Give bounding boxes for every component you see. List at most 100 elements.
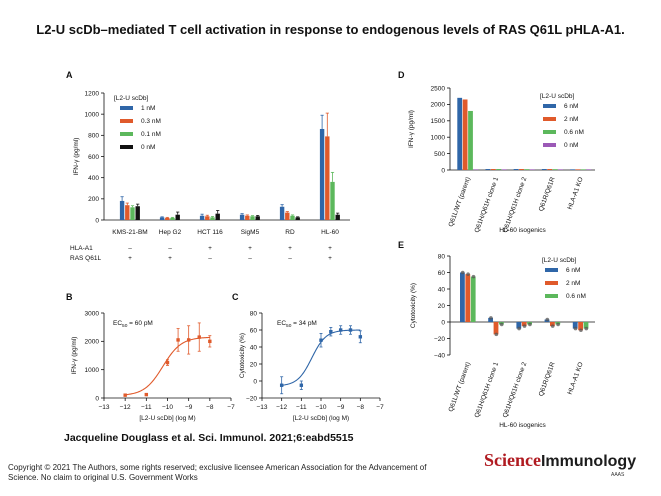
e-bar (572, 322, 578, 329)
d-x-axis-label: HL-60 isogenics (499, 227, 546, 234)
d-bar (501, 169, 507, 170)
a-bar (119, 200, 125, 220)
e-category-label: HLA-A1 KO (567, 361, 585, 395)
logo-main: Science (484, 450, 541, 470)
a-bar (279, 206, 285, 220)
a-bar (130, 207, 135, 220)
a-bar (170, 217, 175, 220)
d-bar (575, 169, 581, 170)
c-data-point (329, 330, 333, 334)
d-legend-swatch (543, 117, 556, 121)
e-bar (583, 322, 589, 329)
e-bar (516, 322, 522, 329)
b-y-tick-label: 3000 (85, 310, 100, 317)
d-bar (485, 169, 491, 170)
c-y-axis-label: Cytotoxicity (%) (239, 333, 246, 378)
e-replicate-dot (528, 322, 532, 327)
e-replicate-dot (499, 322, 504, 327)
a-category-label: Hep G2 (159, 229, 182, 236)
a-category-label: SigM5 (241, 229, 260, 236)
d-y-tick-label: 0 (441, 167, 445, 174)
a-legend-swatch (120, 132, 133, 136)
a-legend-title: [L2-U scDb] (114, 95, 149, 102)
e-y-tick-label: 80 (438, 253, 446, 260)
e-legend-swatch (545, 281, 558, 285)
d-bar (570, 169, 575, 170)
panel-letter-a: A (66, 70, 73, 80)
a-y-tick-label: 200 (88, 196, 99, 203)
logo-sub: Immunology (540, 453, 637, 470)
b-data-point (176, 338, 180, 342)
a-bar (335, 214, 340, 220)
a-row-label-ras-q61l: RAS Q61L (70, 255, 101, 262)
c-x-tick-label: −12 (276, 404, 287, 411)
a-ras-q61l-sign: – (288, 255, 292, 262)
a-bar (215, 213, 220, 220)
panel-letter-d: D (398, 70, 405, 80)
e-y-tick-label: −40 (434, 352, 445, 359)
a-hla-a1-sign: + (248, 245, 252, 252)
d-y-tick-label: 2000 (431, 102, 446, 109)
d-bar (552, 169, 558, 170)
a-legend-swatch (120, 119, 133, 123)
d-bar (468, 110, 473, 170)
a-bar (319, 128, 325, 220)
a-bar (245, 215, 250, 220)
a-bar (175, 214, 180, 220)
c-data-point (279, 383, 284, 387)
d-legend-label: 2 nM (564, 116, 578, 123)
b-data-point (208, 339, 212, 344)
b-x-tick-label: −8 (206, 404, 214, 411)
c-data-point (348, 328, 353, 332)
c-y-tick-label: 0 (253, 378, 257, 385)
b-x-tick-label: −12 (120, 404, 131, 411)
e-replicate-dot (460, 270, 465, 275)
a-legend-swatch (120, 145, 133, 149)
a-hla-a1-sign: + (328, 245, 332, 252)
e-y-tick-label: 0 (441, 319, 445, 326)
e-replicate-dot (466, 272, 470, 276)
journal-logo: ScienceImmunology (484, 450, 636, 471)
a-category-label: RD (285, 229, 295, 236)
b-x-tick-label: −11 (141, 404, 152, 411)
panel-letter-c: C (232, 292, 239, 302)
citation: Jacqueline Douglass et al. Sci. Immunol.… (64, 432, 354, 444)
d-bar (490, 169, 496, 170)
d-bar (529, 169, 535, 170)
d-bar (541, 169, 547, 170)
e-category-label: Q61H/Q61H clone 2 (502, 361, 529, 419)
e-bar (465, 274, 471, 322)
d-y-tick-label: 2500 (431, 85, 446, 92)
e-replicate-dot (584, 326, 589, 331)
d-bar (524, 169, 530, 170)
d-category-label: HLA-A1 KO (567, 176, 585, 210)
a-bar (125, 205, 130, 220)
d-category-label: Q61L/WT (parent) (448, 176, 472, 228)
a-ras-q61l-sign: – (208, 255, 212, 262)
e-category-label: Q61H/Q61H clone 1 (474, 361, 501, 419)
e-legend-label: 2 nM (566, 280, 580, 287)
b-data-point (123, 393, 127, 397)
e-legend-swatch (545, 294, 558, 298)
b-data-point (186, 338, 191, 342)
a-legend-label: 1 nM (141, 105, 155, 112)
e-legend-label: 0.6 nM (566, 293, 586, 300)
e-x-axis-label: HL-60 isogenics (499, 422, 546, 429)
e-replicate-dot (573, 326, 578, 331)
a-bar (210, 217, 215, 220)
c-x-axis-label: [L2-U scDb] (log M) (293, 415, 349, 422)
d-bar (473, 169, 479, 170)
a-hla-a1-sign: + (288, 245, 292, 252)
e-replicate-dot (517, 326, 521, 331)
a-ras-q61l-sign: – (248, 255, 252, 262)
d-y-tick-label: 1000 (431, 135, 446, 142)
e-bar (488, 317, 493, 322)
c-y-tick-label: −20 (246, 395, 257, 402)
b-y-tick-label: 1000 (85, 367, 100, 374)
e-replicate-dot (556, 322, 560, 327)
d-bar (558, 169, 563, 170)
aaas-mark: AAAS (611, 472, 625, 478)
d-y-tick-label: 1500 (431, 118, 446, 125)
a-bar (290, 215, 295, 220)
